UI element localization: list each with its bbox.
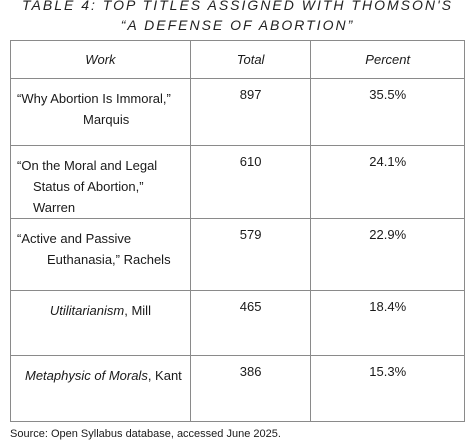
cell-total: 610: [189, 145, 312, 219]
header-work: Work: [10, 40, 191, 79]
cell-percent: 15.3%: [310, 355, 465, 422]
cell-work: “On the Moral and Legal Status of Aborti…: [10, 145, 191, 219]
header-total: Total: [189, 40, 312, 79]
source-note: Source: Open Syllabus database, accessed…: [10, 428, 281, 440]
cell-percent: 24.1%: [310, 145, 465, 219]
table-title-line-1: TABLE 4: TOP TITLES ASSIGNED WITH THOMSO…: [22, 0, 453, 13]
cell-total: 897: [189, 78, 312, 146]
table-row: “Active and Passive Euthanasia,” Rachels…: [10, 218, 465, 291]
table-row: Utilitarianism, Mill 465 18.4%: [10, 290, 465, 356]
work-author: , Mill: [124, 303, 151, 318]
cell-work: “Active and Passive Euthanasia,” Rachels: [10, 218, 191, 291]
table-row: Metaphysic of Morals, Kant 386 15.3%: [10, 355, 465, 422]
work-title-italic: Metaphysic of Morals: [25, 368, 148, 383]
work-author: , Kant: [147, 368, 182, 383]
work-title-line-1: “Why Abortion Is Immoral,”: [17, 91, 171, 106]
work-title-italic: Utilitarianism: [49, 303, 125, 318]
table-header-row: Work Total Percent: [10, 40, 465, 79]
titles-table: Work Total Percent “Why Abortion Is Immo…: [10, 40, 465, 422]
cell-percent: 22.9%: [310, 218, 465, 291]
header-percent: Percent: [310, 40, 465, 79]
work-title-line-2: Euthanasia,” Rachels: [47, 252, 171, 267]
table-row: “On the Moral and Legal Status of Aborti…: [10, 145, 465, 219]
cell-work: “Why Abortion Is Immoral,” Marquis: [10, 78, 191, 146]
work-title-line-1: “On the Moral and Legal: [17, 158, 158, 173]
cell-work: Metaphysic of Morals, Kant: [10, 355, 191, 422]
cell-work: Utilitarianism, Mill: [10, 290, 191, 356]
cell-percent: 35.5%: [310, 78, 465, 146]
cell-total: 579: [189, 218, 312, 291]
work-title-line-2: Status of Abortion,” Warren: [33, 179, 144, 215]
table-row: “Why Abortion Is Immoral,” Marquis 897 3…: [10, 78, 465, 146]
cell-total: 386: [189, 355, 312, 422]
work-title-line-1: “Active and Passive: [17, 231, 132, 246]
cell-percent: 18.4%: [310, 290, 465, 356]
table-title-line-2: “A DEFENSE OF ABORTION”: [120, 17, 355, 33]
work-title-line-2: Marquis: [83, 112, 130, 127]
cell-total: 465: [189, 290, 312, 356]
